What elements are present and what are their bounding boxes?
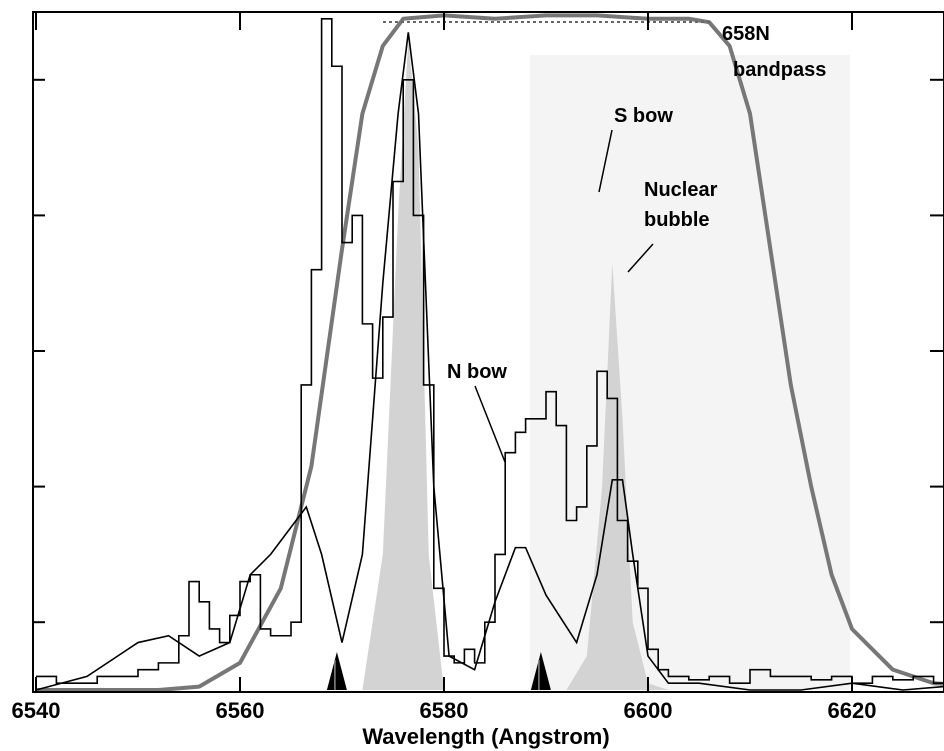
s-bow-leader bbox=[598, 129, 613, 193]
label-nuclear: Nuclear bbox=[644, 179, 718, 201]
x-tick-label-6620: 6620 bbox=[828, 698, 877, 723]
x-tick-label-6580: 6580 bbox=[420, 698, 469, 723]
rest-marker-1 bbox=[530, 652, 551, 690]
label-658n: 658N bbox=[722, 23, 770, 45]
axis-ticks bbox=[33, 12, 944, 692]
n-bow-leader bbox=[474, 385, 506, 463]
x-axis-title: Wavelength (Angstrom) bbox=[362, 724, 609, 749]
label-s-bow: S bow bbox=[614, 105, 673, 127]
label-bandpass: bandpass bbox=[733, 59, 826, 81]
x-tick-label-6600: 6600 bbox=[624, 698, 673, 723]
series-step-line-3 bbox=[36, 17, 944, 685]
rest-wavelength-markers bbox=[326, 652, 551, 690]
rest-marker-0 bbox=[326, 652, 347, 690]
x-tick-label-6560: 6560 bbox=[216, 698, 265, 723]
series-layer bbox=[35, 13, 944, 692]
label-bubble: bubble bbox=[644, 209, 710, 231]
series-filter-curve-0 bbox=[36, 13, 944, 692]
filter-shade-panel bbox=[530, 55, 850, 690]
label-n-bow: N bow bbox=[447, 361, 507, 383]
nuclear-bubble-leader bbox=[627, 243, 654, 273]
x-tick-label-6540: 6540 bbox=[12, 698, 61, 723]
